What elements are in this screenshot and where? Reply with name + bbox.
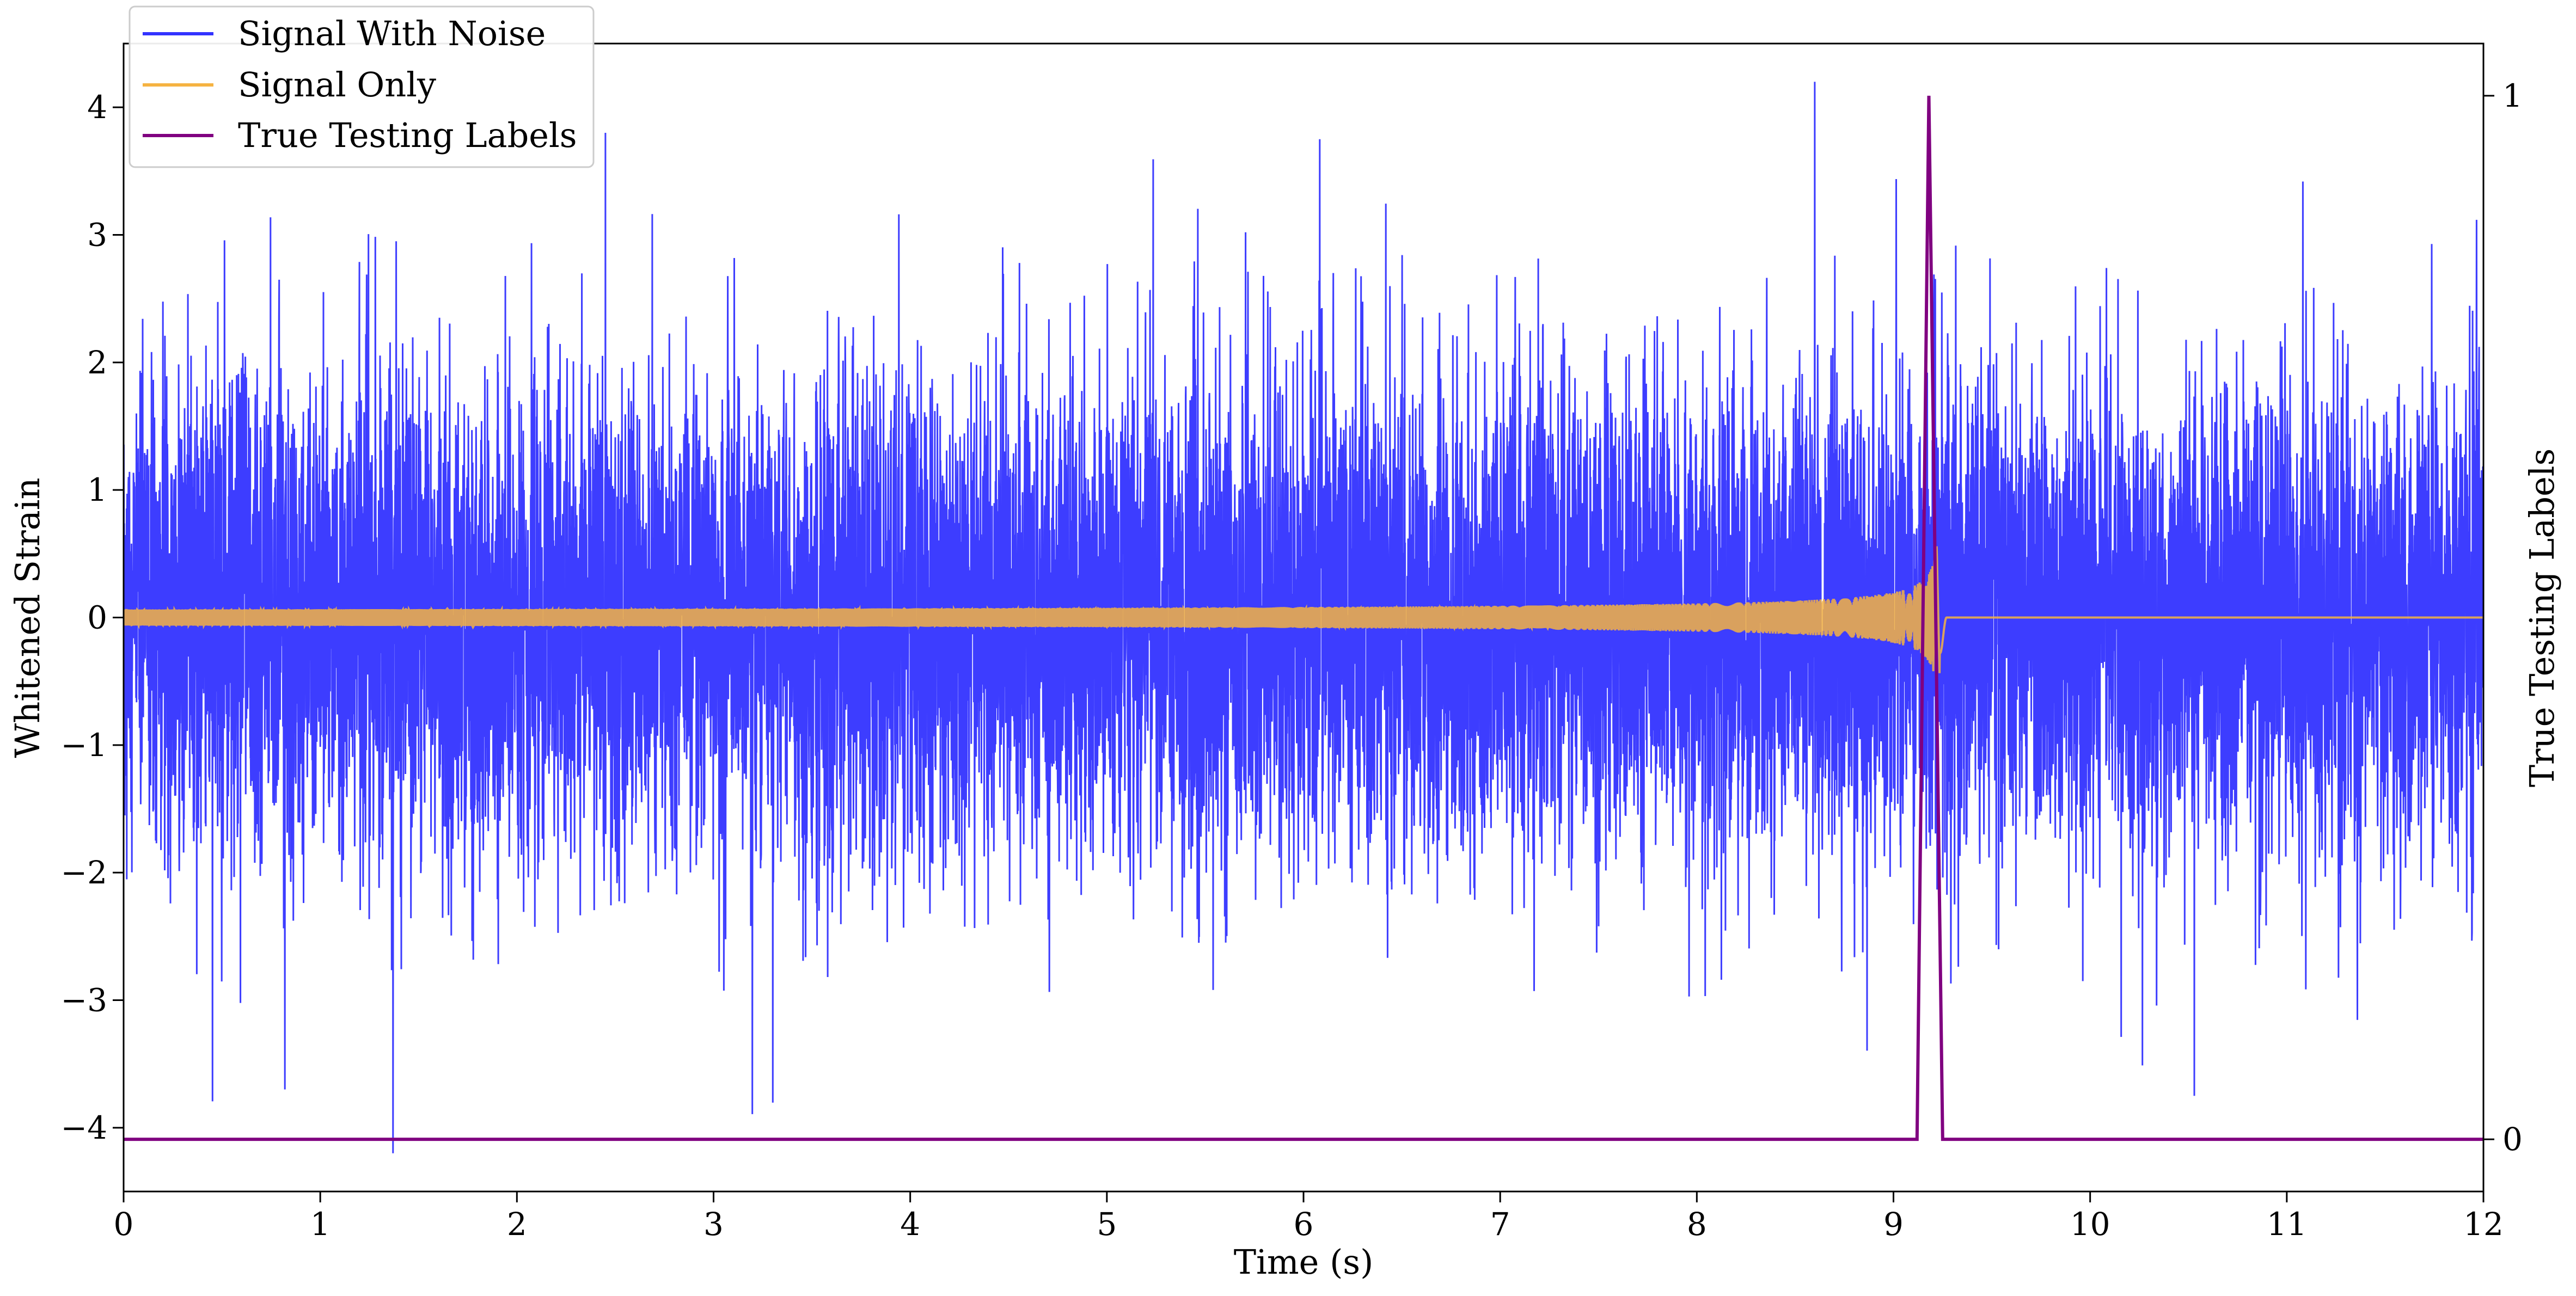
legend-box bbox=[129, 5, 595, 168]
x-tick-label: 5 bbox=[1097, 1206, 1117, 1243]
x-tick-label: 8 bbox=[1687, 1206, 1707, 1243]
y-axis-title: Whitened Strain bbox=[8, 478, 47, 758]
x-tick-label: 12 bbox=[2463, 1206, 2504, 1243]
x-tick-label: 3 bbox=[703, 1206, 724, 1243]
y-tick-label: 4 bbox=[87, 89, 107, 126]
legend-label-signal-with-noise: Signal With Noise bbox=[238, 14, 546, 53]
x-tick-label: 2 bbox=[507, 1206, 527, 1243]
x-tick-label: 7 bbox=[1490, 1206, 1510, 1243]
y2-axis-title: True Testing Labels bbox=[2522, 449, 2562, 788]
x-tick-label: 0 bbox=[114, 1206, 134, 1243]
legend: Signal With Noise Signal Only True Testi… bbox=[129, 5, 595, 168]
y-tick-label: 3 bbox=[87, 217, 107, 254]
x-tick-label: 4 bbox=[900, 1206, 920, 1243]
x-tick-label: 11 bbox=[2267, 1206, 2307, 1243]
y-tick-label: −3 bbox=[61, 982, 108, 1019]
series-signal-with-noise bbox=[124, 82, 2483, 1153]
y-tick-label: −4 bbox=[61, 1109, 108, 1146]
y-tick-label: 2 bbox=[87, 344, 107, 381]
series-layer bbox=[124, 82, 2483, 1153]
y-tick-label: −2 bbox=[61, 854, 108, 891]
x-tick-label: 1 bbox=[310, 1206, 331, 1243]
y2-tick-label: 1 bbox=[2502, 77, 2523, 114]
x-tick-label: 9 bbox=[1883, 1206, 1904, 1243]
x-tick-label: 6 bbox=[1294, 1206, 1314, 1243]
y-tick-label: 1 bbox=[87, 471, 107, 508]
x-axis: 0 1 2 3 4 5 6 7 8 9 10 11 12 bbox=[114, 1191, 2504, 1243]
legend-label-true-testing-labels: True Testing Labels bbox=[238, 115, 577, 155]
y-tick-label: 0 bbox=[87, 599, 107, 636]
y-axis-right: 01 bbox=[2483, 77, 2523, 1158]
series-true-testing-labels bbox=[124, 95, 2483, 1141]
x-tick-label: 10 bbox=[2070, 1206, 2110, 1243]
legend-label-signal-only: Signal Only bbox=[238, 65, 436, 105]
y2-tick-label: 0 bbox=[2502, 1121, 2523, 1158]
y-axis-left: −4 −3 −2 −1 0 1 2 3 4 bbox=[61, 89, 124, 1146]
y-tick-label: −1 bbox=[61, 727, 108, 764]
series-signal-only bbox=[124, 546, 2483, 673]
x-axis-title: Time (s) bbox=[1234, 1242, 1374, 1282]
